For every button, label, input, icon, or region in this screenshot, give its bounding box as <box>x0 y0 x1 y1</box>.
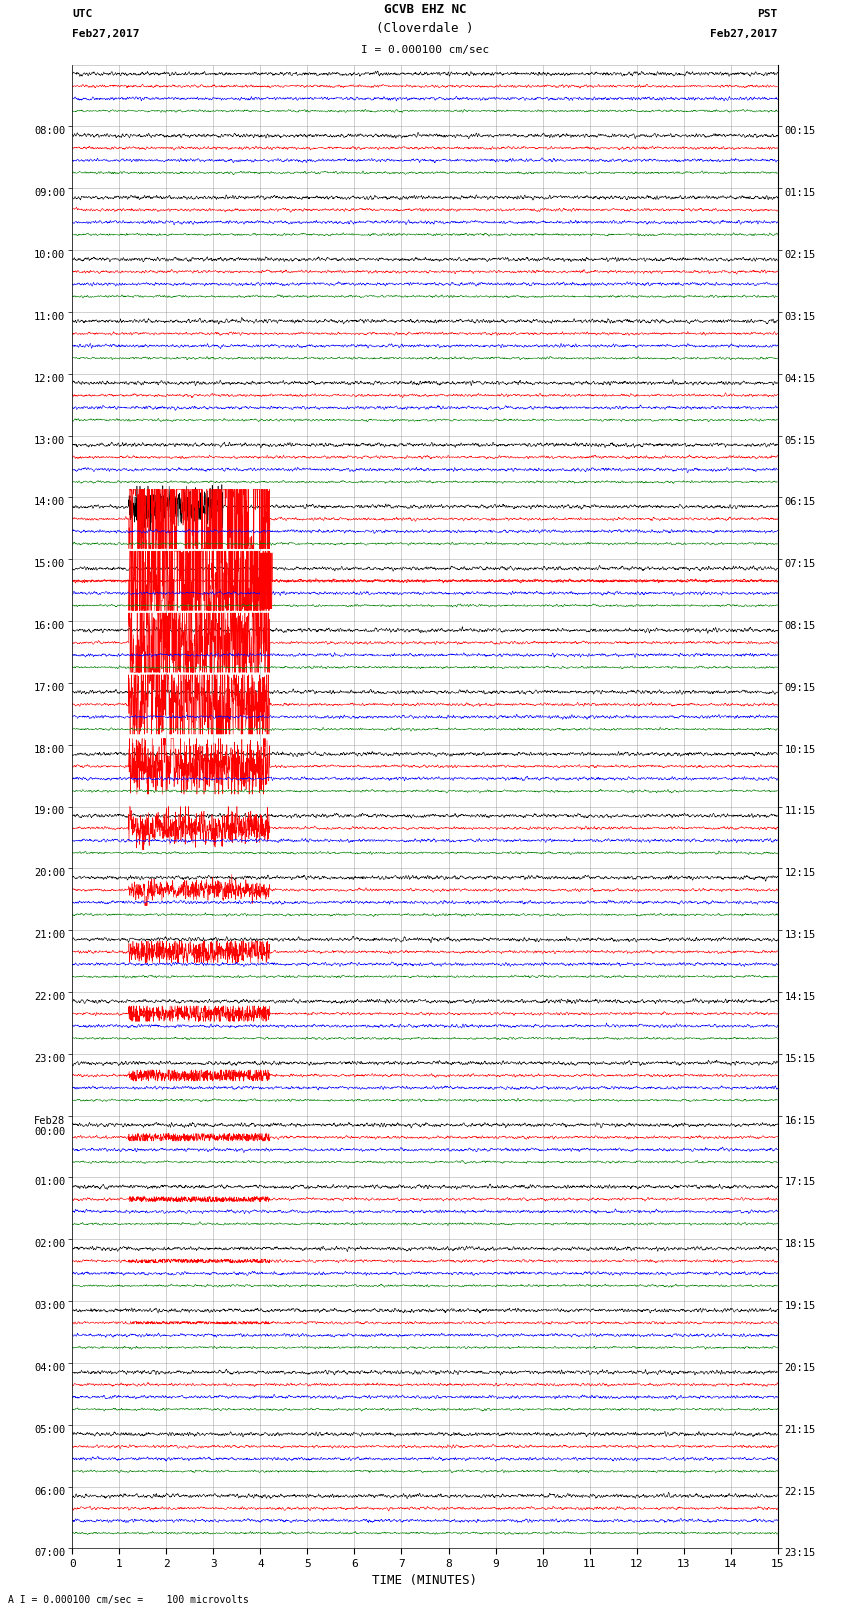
Text: PST: PST <box>757 10 778 19</box>
Text: I = 0.000100 cm/sec: I = 0.000100 cm/sec <box>361 45 489 55</box>
Text: (Cloverdale ): (Cloverdale ) <box>377 23 473 35</box>
Text: UTC: UTC <box>72 10 93 19</box>
Text: A I = 0.000100 cm/sec =    100 microvolts: A I = 0.000100 cm/sec = 100 microvolts <box>8 1595 249 1605</box>
X-axis label: TIME (MINUTES): TIME (MINUTES) <box>372 1574 478 1587</box>
Text: Feb27,2017: Feb27,2017 <box>72 29 139 39</box>
Text: Feb27,2017: Feb27,2017 <box>711 29 778 39</box>
Text: GCVB EHZ NC: GCVB EHZ NC <box>383 3 467 16</box>
